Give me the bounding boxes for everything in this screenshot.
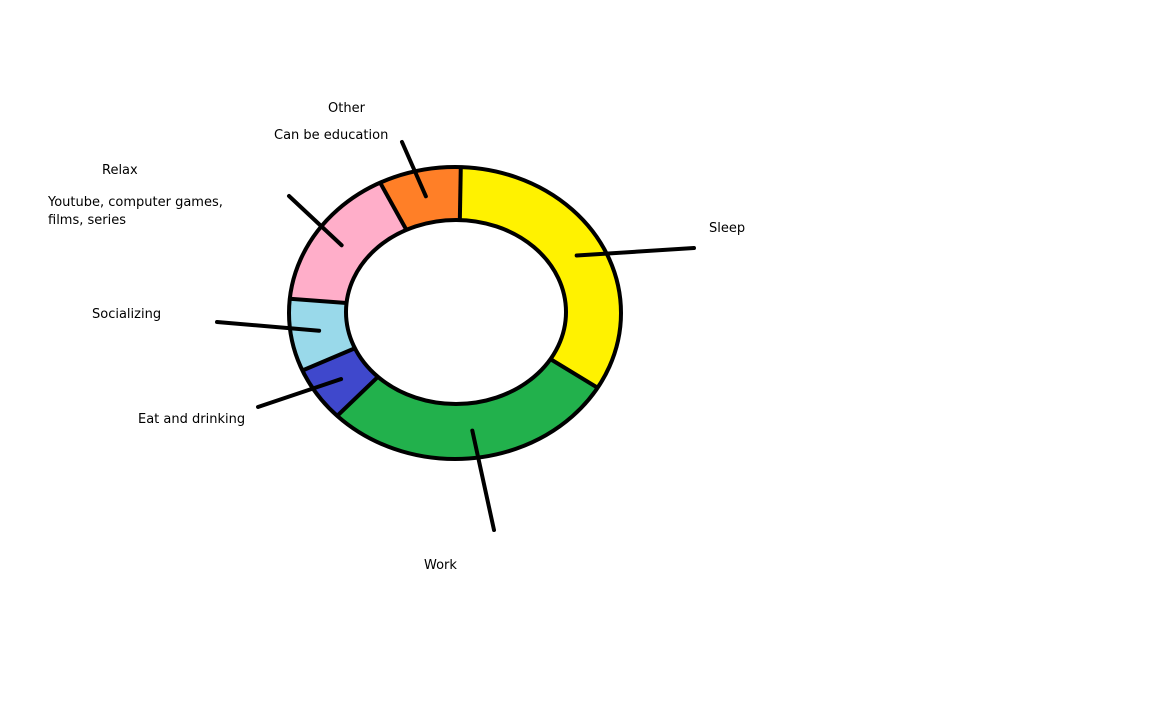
donut-slices xyxy=(289,167,621,459)
separator-eat-and-drinking xyxy=(335,375,380,418)
label-sleep: Sleep xyxy=(709,221,745,236)
separator-sleep xyxy=(457,167,463,221)
slice-work xyxy=(337,359,598,459)
label-work: Work xyxy=(424,558,457,573)
note-relax-line: Youtube, computer games, xyxy=(47,195,223,210)
leader-sleep xyxy=(574,246,696,258)
leader-eat-and-drinking xyxy=(256,377,344,409)
note-relax-line: films, series xyxy=(48,213,126,228)
slice-other xyxy=(380,167,461,230)
leader-socializing xyxy=(215,320,322,333)
label-relax: Relax xyxy=(102,163,138,178)
note-relax: Youtube, computer games, films, series xyxy=(47,195,223,228)
donut-outer-outline xyxy=(287,165,623,461)
donut-inner-outline xyxy=(344,218,568,406)
leader-lines xyxy=(215,140,696,532)
separator-work xyxy=(549,357,599,390)
leader-relax xyxy=(287,194,344,248)
note-other: Can be education xyxy=(274,128,388,143)
separator-socializing xyxy=(301,346,356,373)
slice-sleep xyxy=(459,167,621,388)
label-other: Other xyxy=(328,101,366,116)
leader-work xyxy=(470,428,496,532)
separator-other xyxy=(378,181,409,231)
label-eat-and-drinking: Eat and drinking xyxy=(138,412,245,427)
slice-socializing xyxy=(289,298,355,371)
slice-relax xyxy=(289,182,407,303)
leader-other xyxy=(400,140,428,199)
separator-relax xyxy=(289,296,347,306)
label-socializing: Socializing xyxy=(92,307,161,322)
